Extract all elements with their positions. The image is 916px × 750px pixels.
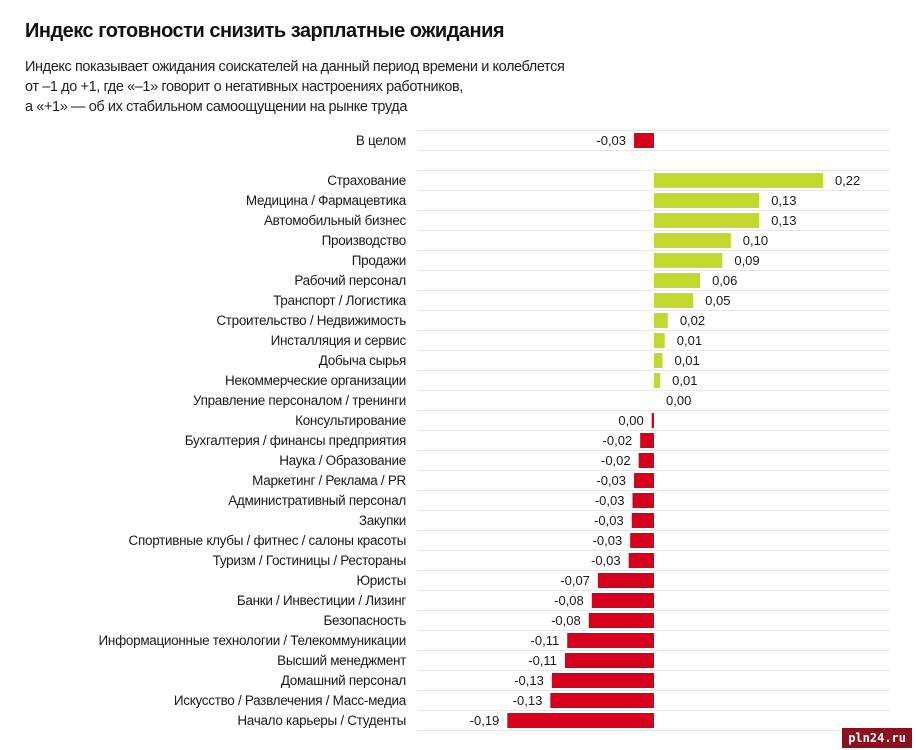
bar [654, 373, 661, 388]
bar [551, 673, 654, 688]
category-label: В целом [356, 133, 406, 148]
value-label: -0,03 [595, 493, 625, 508]
bar [634, 473, 654, 488]
value-label: -0,13 [514, 673, 544, 688]
value-label: 0,13 [771, 213, 796, 228]
category-label: Юристы [356, 573, 406, 588]
value-label: -0,19 [470, 713, 500, 728]
chart-subtitle: Индекс показывает ожидания соискателей н… [25, 57, 565, 117]
value-label: 0,01 [674, 353, 699, 368]
value-label: -0,02 [603, 433, 633, 448]
value-label: 0,09 [734, 253, 759, 268]
subtitle-line: от –1 до +1, где «–1» говорит о негативн… [25, 79, 463, 95]
value-label: 0,01 [677, 333, 702, 348]
value-label: -0,03 [591, 553, 621, 568]
bar [632, 493, 654, 508]
bar [564, 653, 654, 668]
bar [654, 173, 823, 188]
bar [654, 293, 694, 308]
bar [631, 513, 654, 528]
value-label: -0,08 [554, 593, 584, 608]
value-label: -0,11 [528, 653, 557, 668]
value-label: 0,02 [680, 313, 705, 328]
category-label: Некоммерческие организации [225, 373, 406, 388]
value-label: -0,08 [551, 613, 581, 628]
bar [654, 233, 731, 248]
value-label: 0,06 [712, 273, 737, 288]
value-label: 0,00 [666, 393, 691, 408]
bar [507, 713, 654, 728]
bar [654, 353, 663, 368]
value-label: -0,03 [596, 473, 626, 488]
bar [640, 433, 654, 448]
bar [638, 453, 654, 468]
category-label: Банки / Инвестиции / Лизинг [237, 593, 407, 608]
category-label: Маркетинг / Реклама / PR [252, 473, 406, 488]
category-label: Строительство / Недвижимость [216, 313, 406, 328]
bar [654, 213, 760, 228]
category-label: Производство [322, 233, 406, 248]
category-label: Добыча сырья [319, 353, 406, 368]
value-label: -0,03 [594, 513, 624, 528]
subtitle-line: Индекс показывает ожидания соискателей н… [25, 59, 565, 75]
value-label: -0,02 [601, 453, 631, 468]
category-label: Автомобильный бизнес [264, 213, 407, 228]
bar [651, 413, 654, 428]
bar [567, 633, 654, 648]
chart-title: Индекс готовности снизить зарплатные ожи… [25, 20, 505, 42]
bar [634, 133, 654, 148]
category-label: Инсталляция и сервис [271, 333, 407, 348]
value-label: -0,13 [513, 693, 543, 708]
bar [654, 193, 760, 208]
bar [591, 593, 654, 608]
category-label: Медицина / Фармацевтика [246, 193, 407, 208]
category-label: Страхование [327, 173, 406, 188]
bar [597, 573, 654, 588]
bar [654, 333, 665, 348]
category-label: Начало карьеры / Студенты [237, 713, 406, 728]
value-label: -0,03 [596, 133, 626, 148]
category-label: Информационные технологии / Телекоммуник… [99, 633, 406, 648]
value-label: 0,05 [705, 293, 730, 308]
category-label: Высший менеджмент [277, 653, 406, 668]
value-label: 0,00 [618, 413, 643, 428]
category-label: Туризм / Гостиницы / Рестораны [213, 553, 406, 568]
value-label: 0,10 [743, 233, 768, 248]
value-label: 0,01 [672, 373, 697, 388]
bar [630, 533, 654, 548]
category-label: Закупки [359, 513, 406, 528]
category-label: Бухгалтерия / финансы предприятия [185, 433, 406, 448]
bar [654, 273, 701, 288]
subtitle-line: а «+1» — об их стабильном самоощущении н… [25, 99, 408, 115]
category-label: Наука / Образование [279, 453, 406, 468]
category-label: Управление персоналом / тренинги [193, 393, 406, 408]
bar [550, 693, 654, 708]
bar [654, 313, 668, 328]
category-label: Транспорт / Логистика [273, 293, 407, 308]
category-label: Спортивные клубы / фитнес / салоны красо… [129, 533, 406, 548]
value-label: 0,22 [835, 173, 860, 188]
category-label: Рабочий персонал [294, 273, 406, 288]
value-label: -0,03 [593, 533, 623, 548]
category-label: Продажи [352, 253, 406, 268]
category-label: Искусство / Развлечения / Масс-медиа [174, 693, 407, 708]
category-label: Административный персонал [228, 493, 406, 508]
bar [654, 253, 723, 268]
value-label: 0,13 [771, 193, 796, 208]
category-label: Домашний персонал [281, 673, 406, 688]
value-label: -0,07 [560, 573, 590, 588]
watermark: pln24.ru [842, 728, 912, 748]
category-label: Безопасность [323, 613, 406, 628]
value-label: -0,11 [531, 633, 560, 648]
bar [588, 613, 654, 628]
bar [628, 553, 654, 568]
category-label: Консультирование [295, 413, 406, 428]
